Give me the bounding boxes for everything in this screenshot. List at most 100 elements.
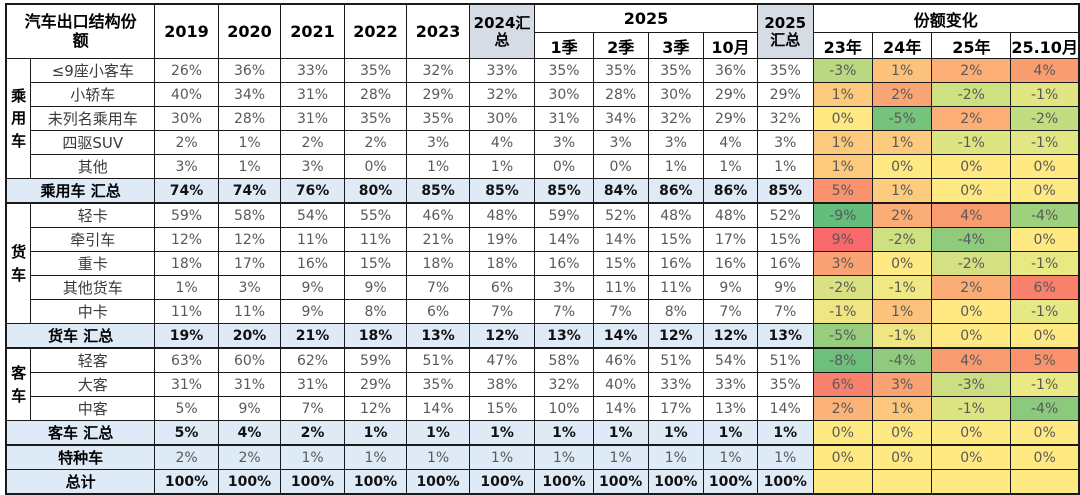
value-cell: 16%: [703, 251, 758, 276]
value-cell: 30%: [647, 82, 705, 107]
change-cell: -2%: [931, 82, 1012, 107]
value-cell: 1%: [217, 154, 282, 179]
value-cell: 14%: [592, 323, 649, 349]
change-cell: -4%: [1010, 396, 1080, 421]
change-cell: 1%: [812, 82, 873, 107]
value-cell: 1%: [343, 444, 408, 470]
value-cell: 15%: [343, 251, 408, 276]
table-row: 重卡 18% 17% 16% 15% 18% 18% 16% 15% 16% 16% 16% 3% 0% -…: [6, 251, 1080, 276]
value-cell: 100%: [592, 469, 649, 495]
value-cell: 35%: [406, 106, 470, 131]
value-cell: 11%: [343, 227, 408, 252]
change-cell: -2%: [871, 227, 933, 252]
col-header-2019: 2019: [154, 3, 219, 59]
value-cell: 62%: [280, 347, 345, 373]
value-cell: 15%: [647, 227, 705, 252]
value-cell: 12%: [703, 323, 758, 349]
value-cell: 85%: [534, 178, 594, 204]
value-cell: 18%: [154, 251, 219, 276]
change-cell: 0%: [871, 251, 933, 276]
value-cell: 85%: [756, 178, 814, 204]
col-header-2022: 2022: [343, 3, 408, 59]
value-cell: 9%: [280, 299, 345, 324]
value-cell: 9%: [756, 275, 814, 300]
value-cell: 19%: [154, 323, 219, 349]
value-cell: 35%: [343, 106, 408, 131]
value-cell: 14%: [534, 227, 594, 252]
value-cell: 55%: [343, 202, 408, 228]
table-row: 总计 100% 100% 100% 100% 100% 100% 100% 100% 100% 10…: [5, 469, 1080, 495]
value-cell: 3%: [647, 130, 705, 155]
value-cell: 51%: [647, 347, 705, 373]
change-cell: -1%: [812, 299, 873, 324]
value-cell: 3%: [534, 130, 594, 155]
value-cell: 74%: [217, 178, 282, 204]
value-cell: 12%: [154, 227, 219, 252]
value-cell: 32%: [534, 372, 594, 397]
value-cell: 8%: [647, 299, 705, 324]
value-cell: 15%: [756, 227, 814, 252]
value-cell: 1%: [468, 154, 536, 179]
value-cell: 76%: [280, 178, 345, 204]
value-cell: 32%: [756, 106, 814, 131]
value-cell: 1%: [534, 420, 594, 446]
table-body: 乘 用 车 ≤9座小客车 26% 36% 33% 35% 32% 33% 35% 35% 35% 36…: [5, 58, 1080, 495]
value-cell: 7%: [534, 299, 594, 324]
value-cell: 30%: [468, 106, 536, 131]
change-cell: 0%: [931, 178, 1012, 204]
value-cell: 14%: [592, 396, 649, 421]
change-cell: 2%: [871, 202, 933, 228]
change-cell: [931, 469, 1012, 495]
value-cell: 6%: [406, 299, 470, 324]
col-header-2025-total: 2025汇总: [756, 3, 814, 59]
value-cell: 52%: [756, 202, 814, 228]
row-label: 轻卡: [30, 202, 156, 228]
change-cell: 4%: [931, 347, 1012, 373]
value-cell: 1%: [756, 444, 814, 470]
value-cell: 34%: [592, 106, 649, 131]
row-label: 货车 汇总: [5, 323, 156, 349]
value-cell: 16%: [534, 251, 594, 276]
value-cell: 100%: [217, 469, 282, 495]
value-cell: 85%: [468, 178, 536, 204]
value-cell: 4%: [703, 130, 758, 155]
col-header-2020: 2020: [217, 3, 282, 59]
change-cell: 2%: [931, 106, 1012, 131]
col-header-oct: 10月: [703, 32, 758, 59]
value-cell: 1%: [406, 420, 470, 446]
value-cell: 7%: [280, 396, 345, 421]
value-cell: 100%: [756, 469, 814, 495]
value-cell: 29%: [406, 82, 470, 107]
value-cell: 4%: [217, 420, 282, 446]
value-cell: 3%: [592, 130, 649, 155]
value-cell: 29%: [756, 82, 814, 107]
value-cell: 11%: [647, 275, 705, 300]
value-cell: 1%: [592, 444, 649, 470]
change-cell: 0%: [931, 420, 1012, 446]
change-cell: 1%: [871, 58, 933, 83]
row-label: 未列名乘用车: [30, 106, 156, 131]
value-cell: 18%: [343, 323, 408, 349]
value-cell: 36%: [217, 58, 282, 83]
col-header-change-23: 23年: [812, 32, 873, 59]
change-cell: 1%: [812, 130, 873, 155]
value-cell: 100%: [154, 469, 219, 495]
table-header: 汽车出口结构份额 2019 2020 2021 2022 2023 2024汇总…: [5, 3, 1080, 59]
value-cell: 11%: [154, 299, 219, 324]
table-row: 中卡 11% 11% 9% 8% 6% 7% 7% 7% 8% 7% 7% -1% 1% 0% -1%: [6, 299, 1080, 324]
row-label: 特种车: [5, 444, 156, 470]
value-cell: 7%: [468, 299, 536, 324]
value-cell: 28%: [592, 82, 649, 107]
row-label: 轻客: [30, 347, 156, 373]
value-cell: 8%: [343, 299, 408, 324]
value-cell: 29%: [343, 372, 408, 397]
value-cell: 40%: [154, 82, 219, 107]
value-cell: 35%: [592, 58, 649, 83]
change-cell: 6%: [1010, 275, 1080, 300]
value-cell: 29%: [703, 82, 758, 107]
value-cell: 11%: [280, 227, 345, 252]
value-cell: 48%: [703, 202, 758, 228]
change-cell: 6%: [812, 372, 873, 397]
change-cell: 0%: [1010, 178, 1080, 204]
